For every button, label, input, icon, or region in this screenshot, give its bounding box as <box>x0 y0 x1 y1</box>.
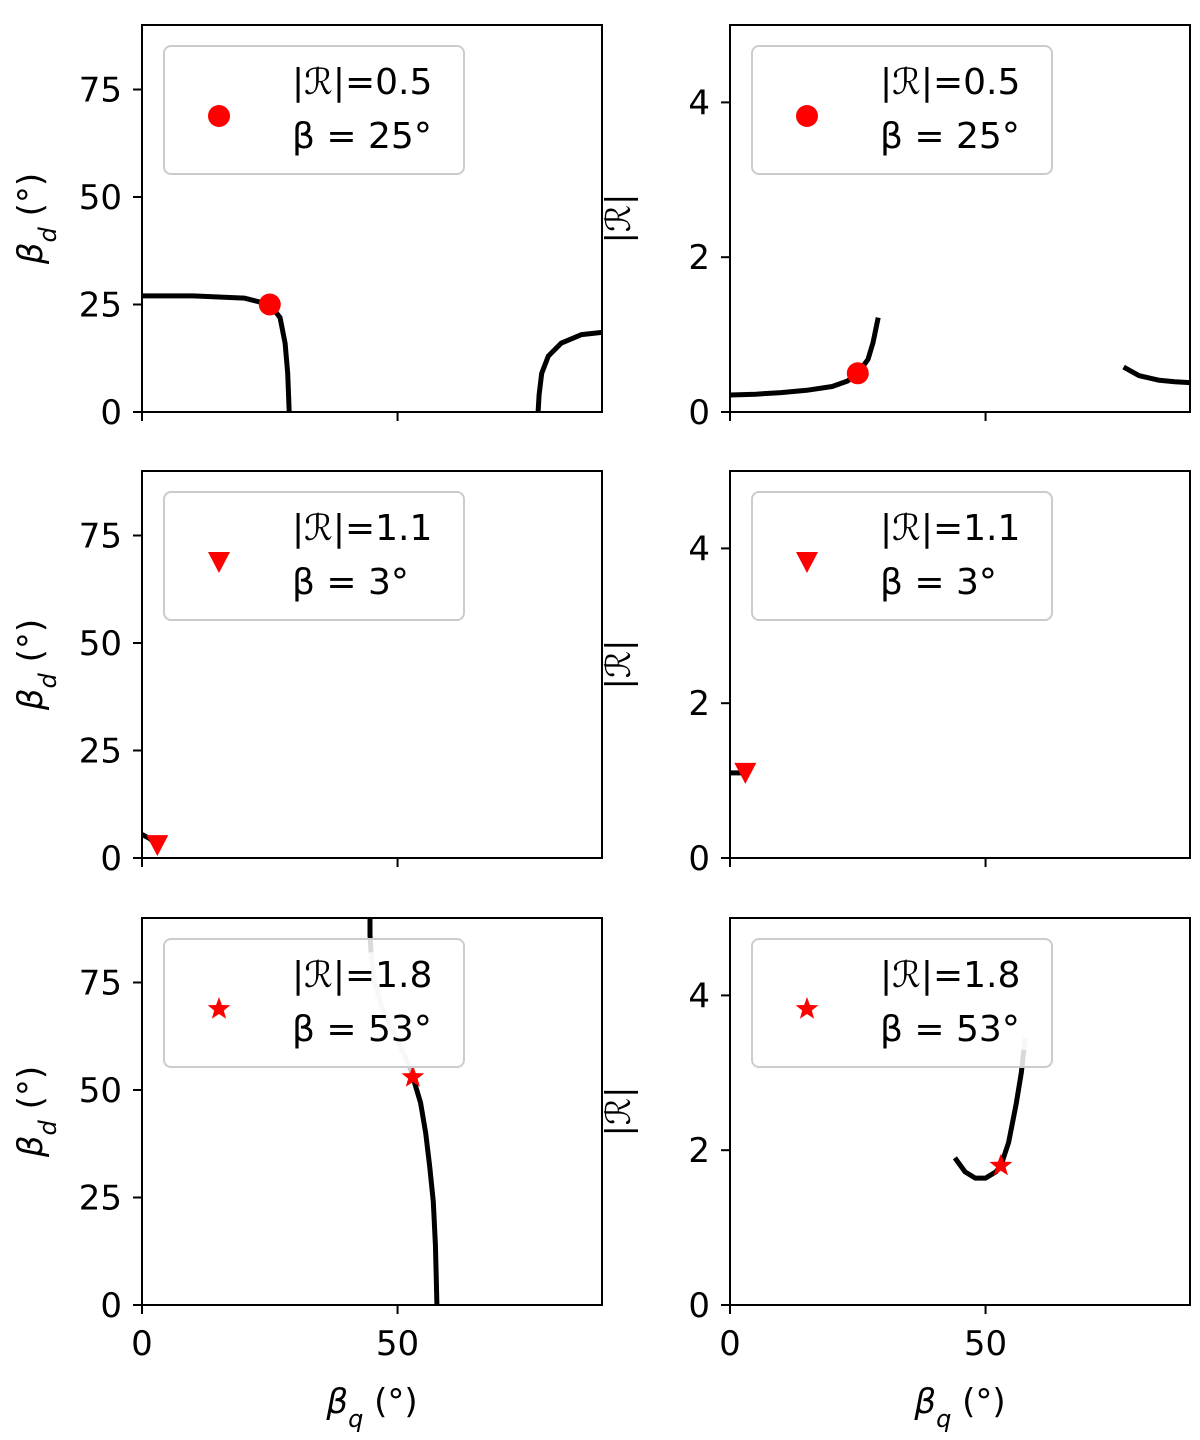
subplot-5: 0 25 50 75 0 50 βd (°) βq (°) |ℛ|=1.8 β = 53° <box>11 917 603 1433</box>
legend: |ℛ|=1.1 β = 3° <box>163 491 465 621</box>
legend-marker <box>795 997 819 1019</box>
y-tick-label: 4 <box>688 83 710 123</box>
legend-label-magnitude: |ℛ|=1.1 <box>292 508 432 549</box>
y-tick-label: 4 <box>688 976 710 1016</box>
y-tick-label: 50 <box>79 624 122 664</box>
y-tick-label: 25 <box>79 732 122 772</box>
data-marker <box>734 762 757 784</box>
x-tick-label: 50 <box>376 1324 419 1364</box>
y-tick-label: 25 <box>79 1179 122 1219</box>
plot-frame <box>141 24 603 413</box>
legend-marker <box>208 105 230 127</box>
legend-marker <box>796 105 818 127</box>
data-marker <box>989 1153 1013 1176</box>
y-axis-label: |ℛ| <box>599 193 639 243</box>
subplot-1: 0 25 50 75 βd (°) |ℛ|=0.5 β = 25° <box>11 24 603 433</box>
y-tick-label: 50 <box>79 178 122 218</box>
y-tick-label: 25 <box>79 286 122 326</box>
y-tick-label: 75 <box>79 71 122 111</box>
legend: |ℛ|=1.8 β = 53° <box>751 938 1053 1068</box>
x-tick-label: 50 <box>964 1324 1007 1364</box>
legend: |ℛ|=0.5 β = 25° <box>163 45 465 175</box>
series-line-1 <box>142 293 292 412</box>
series-line-1 <box>952 1049 1027 1181</box>
plot-frame <box>729 917 1191 1306</box>
legend-label-magnitude: |ℛ|=0.5 <box>880 62 1020 103</box>
y-axis-label: βd (°) <box>11 619 62 711</box>
legend-marker <box>207 997 231 1019</box>
legend: |ℛ|=1.1 β = 3° <box>751 491 1053 621</box>
legend: |ℛ|=0.5 β = 25° <box>751 45 1053 175</box>
subplot-2: 0 2 4 |ℛ| |ℛ|=0.5 β = 25° <box>599 24 1191 433</box>
series-line-2 <box>535 329 602 412</box>
y-tick-label: 2 <box>688 238 710 278</box>
x-axis-label: βq (°) <box>913 1382 1005 1433</box>
legend-label-beta: β = 3° <box>880 562 997 603</box>
data-marker <box>258 293 281 316</box>
y-axis-label: βd (°) <box>11 1066 62 1158</box>
plot-frame <box>141 470 603 859</box>
legend-label-beta: β = 25° <box>292 116 432 157</box>
legend-marker <box>796 552 818 573</box>
plot-frame <box>729 24 1191 413</box>
series-line-2 <box>1122 364 1190 386</box>
y-tick-label: 4 <box>688 529 710 569</box>
x-tick-label: 0 <box>719 1324 741 1364</box>
y-tick-label: 2 <box>688 684 710 724</box>
y-tick-label: 2 <box>688 1131 710 1171</box>
subplot-4: 0 2 4 |ℛ| |ℛ|=1.1 β = 3° <box>599 470 1191 879</box>
y-axis-label: |ℛ| <box>599 1086 639 1136</box>
y-tick-label: 0 <box>100 1286 122 1326</box>
legend-label-beta: β = 53° <box>292 1009 432 1050</box>
y-tick-label: 0 <box>100 839 122 879</box>
legend-label-beta: β = 3° <box>292 562 409 603</box>
legend-label-beta: β = 25° <box>880 116 1020 157</box>
legend: |ℛ|=1.8 β = 53° <box>163 938 465 1068</box>
legend-box <box>751 938 1053 1068</box>
data-marker <box>846 362 869 385</box>
legend-box <box>751 491 1053 621</box>
y-tick-label: 0 <box>688 839 710 879</box>
series-line-3 <box>410 1076 440 1305</box>
y-tick-label: 0 <box>100 393 122 433</box>
y-tick-label: 0 <box>688 393 710 433</box>
legend-label-beta: β = 53° <box>880 1009 1020 1050</box>
subplot-6: 0 2 4 0 50 |ℛ| βq (°) |ℛ|=1.8 β = 53° <box>599 917 1191 1433</box>
x-axis-label: βq (°) <box>325 1382 417 1433</box>
data-marker <box>401 1065 425 1087</box>
y-axis-label: βd (°) <box>11 173 62 265</box>
legend-label-magnitude: |ℛ|=0.5 <box>292 62 432 103</box>
series-line-1 <box>730 317 881 398</box>
subplot-3: 0 25 50 75 βd (°) |ℛ|=1.1 β = 3° <box>11 470 603 879</box>
legend-box <box>163 938 465 1068</box>
data-marker <box>146 835 169 857</box>
legend-box <box>163 45 465 175</box>
x-tick-label: 0 <box>131 1324 153 1364</box>
y-tick-label: 75 <box>79 964 122 1004</box>
legend-label-magnitude: |ℛ|=1.1 <box>880 508 1020 549</box>
plot-frame <box>141 917 603 1306</box>
y-tick-label: 0 <box>688 1286 710 1326</box>
y-tick-label: 75 <box>79 517 122 557</box>
legend-marker <box>208 552 230 573</box>
y-axis-label: |ℛ| <box>599 639 639 689</box>
plot-frame <box>729 470 1191 859</box>
legend-label-magnitude: |ℛ|=1.8 <box>880 955 1020 996</box>
y-tick-label: 50 <box>79 1071 122 1111</box>
legend-box <box>751 45 1053 175</box>
legend-label-magnitude: |ℛ|=1.8 <box>292 955 432 996</box>
legend-box <box>163 491 465 621</box>
